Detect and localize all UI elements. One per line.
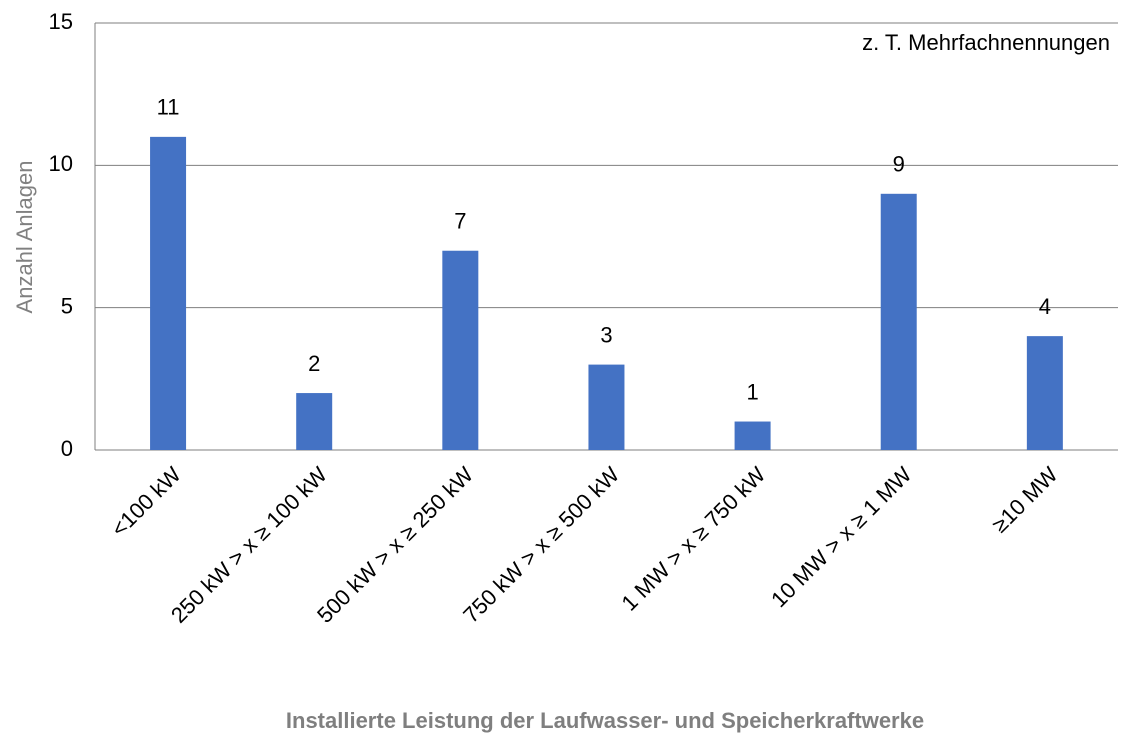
y-tick-label: 10	[49, 151, 73, 176]
bar	[150, 136, 187, 450]
data-label: 2	[308, 351, 320, 376]
x-tick-label: 500 kW > x ≥ 250 kW	[312, 462, 478, 628]
data-label: 7	[454, 209, 466, 234]
x-tick-label: 1 MW > x ≥ 750 kW	[617, 462, 771, 616]
data-label: 3	[600, 322, 612, 347]
y-tick-label: 5	[61, 293, 73, 318]
y-axis-label: Anzahl Anlagen	[12, 161, 37, 314]
x-tick-label: 10 MW > x ≥ 1 MW	[766, 462, 916, 612]
annotation: z. T. Mehrfachnennungen	[862, 30, 1110, 55]
x-axis-label: Installierte Leistung der Laufwasser- un…	[286, 708, 924, 733]
data-label: 1	[746, 379, 758, 404]
y-tick-label: 0	[61, 436, 73, 461]
x-tick-label: ≥10 MW	[987, 462, 1063, 538]
bar	[588, 364, 625, 450]
data-label: 9	[893, 152, 905, 177]
bar	[296, 393, 333, 450]
bar	[880, 193, 917, 451]
data-label: 11	[157, 95, 180, 120]
bar	[734, 421, 771, 450]
bar	[1026, 336, 1063, 450]
x-tick-label: 750 kW > x ≥ 500 kW	[458, 462, 624, 628]
x-tick-label: 250 kW > x ≥ 100 kW	[166, 462, 332, 628]
x-tick-label: <100 kW	[106, 462, 186, 542]
y-tick-label: 15	[49, 9, 73, 34]
data-label: 4	[1039, 294, 1051, 319]
bar	[442, 250, 479, 450]
